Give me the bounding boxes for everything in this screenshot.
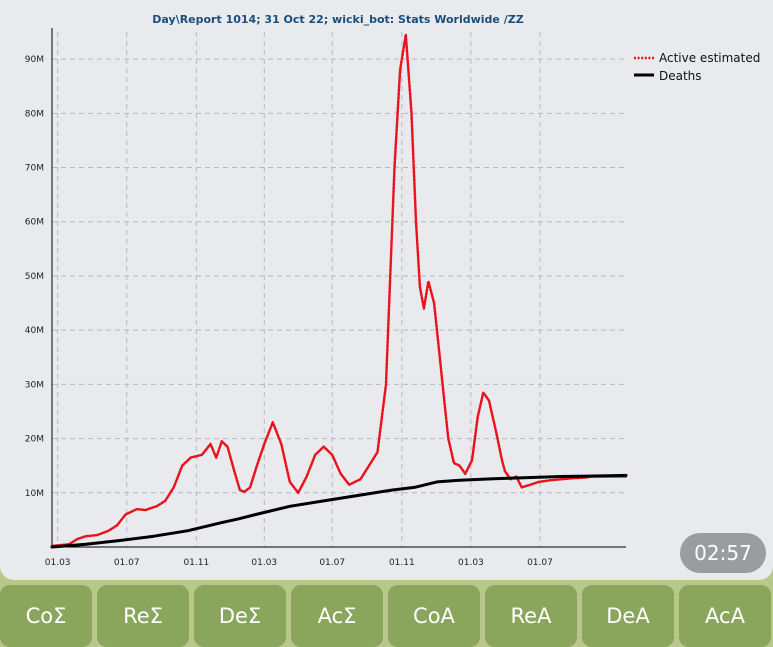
x-tick-label: 01.11 xyxy=(183,558,209,568)
y-tick-label: 10M xyxy=(25,489,44,499)
x-tick-label: 01.03 xyxy=(458,558,484,568)
legend: Active estimated Deaths xyxy=(634,51,760,83)
deaths-total-button[interactable]: DeΣ xyxy=(194,585,286,647)
y-tick-label: 40M xyxy=(25,326,44,336)
legend-deaths-label: Deaths xyxy=(659,69,702,83)
y-tick-label: 70M xyxy=(25,164,44,174)
elapsed-timer: 02:57 xyxy=(680,533,766,573)
y-tick-label: 50M xyxy=(25,272,44,282)
series-lines xyxy=(50,33,628,549)
x-tick-label: 01.07 xyxy=(319,558,345,568)
y-tick-label: 20M xyxy=(25,435,44,445)
recovered-daily-button[interactable]: ReA xyxy=(485,585,577,647)
x-tick-label: 01.07 xyxy=(114,558,140,568)
active-total-button[interactable]: AcΣ xyxy=(291,585,383,647)
x-tick-label: 01.11 xyxy=(389,558,415,568)
x-tick-label: 01.07 xyxy=(527,558,553,568)
confirmed-daily-button[interactable]: CoA xyxy=(388,585,480,647)
tick-labels: 10M 20M 30M 40M 50M 60M 70M 80M 90M 01.03 01.07 01.… xyxy=(25,55,553,568)
y-tick-label: 60M xyxy=(25,218,44,228)
x-tick-label: 01.03 xyxy=(45,558,71,568)
y-tick-label: 90M xyxy=(25,55,44,65)
recovered-total-button[interactable]: ReΣ xyxy=(97,585,189,647)
chart-title: Day\Report 1014; 31 Oct 22; wicki_bot: S… xyxy=(152,13,523,26)
active-daily-button[interactable]: AcA xyxy=(679,585,771,647)
x-tick-label: 01.03 xyxy=(251,558,277,568)
deaths-line xyxy=(50,473,628,549)
active-estimated-line xyxy=(50,33,628,548)
button-bar: CoΣ ReΣ DeΣ AcΣ CoA ReA DeA AcA xyxy=(0,582,773,647)
axes xyxy=(51,28,626,548)
y-tick-label: 80M xyxy=(25,109,44,119)
grid-lines xyxy=(52,32,626,547)
deaths-daily-button[interactable]: DeA xyxy=(582,585,674,647)
y-tick-label: 30M xyxy=(25,380,44,390)
line-chart: Day\Report 1014; 31 Oct 22; wicki_bot: S… xyxy=(25,13,761,568)
confirmed-total-button[interactable]: CoΣ xyxy=(0,585,92,647)
legend-active-label: Active estimated xyxy=(659,51,760,65)
chart-panel: Day\Report 1014; 31 Oct 22; wicki_bot: S… xyxy=(0,0,773,580)
